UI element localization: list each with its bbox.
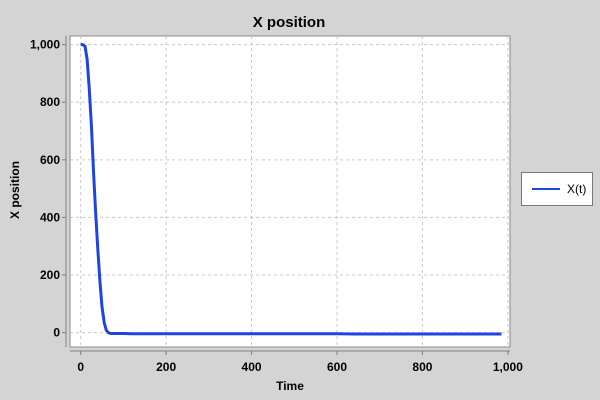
x-tick-label: 800: [412, 360, 432, 374]
y-tick-label: 1,000: [30, 38, 60, 52]
x-tick-label: 600: [327, 360, 347, 374]
y-tick-label: 800: [40, 95, 60, 109]
x-axis-label: Time: [276, 379, 304, 393]
y-tick-label: 200: [40, 268, 60, 282]
plot-area: [69, 35, 511, 348]
y-axis-label: X position: [8, 161, 22, 219]
plot-background: [69, 35, 511, 348]
y-axis-ticks: 0 200 400 600 800 1,000: [30, 38, 66, 340]
x-tick-label: 200: [156, 360, 176, 374]
y-tick-label: 0: [53, 326, 60, 340]
chart-title: X position: [253, 14, 326, 31]
series-layer: [80, 43, 502, 336]
axes: [65, 36, 510, 352]
x-tick-label: 400: [242, 360, 262, 374]
y-tick-label: 600: [40, 153, 60, 167]
legend: X(t): [521, 172, 593, 206]
x-axis-ticks: 0 200 400 600 800 1,000: [77, 351, 523, 374]
legend-label-x-t: X(t): [567, 182, 587, 196]
series-line-0: [80, 43, 502, 336]
legend-swatch-x-t: [532, 188, 560, 190]
y-tick-label: 400: [40, 210, 60, 224]
x-tick-label: 0: [77, 360, 84, 374]
x-tick-label: 1,000: [493, 360, 523, 374]
